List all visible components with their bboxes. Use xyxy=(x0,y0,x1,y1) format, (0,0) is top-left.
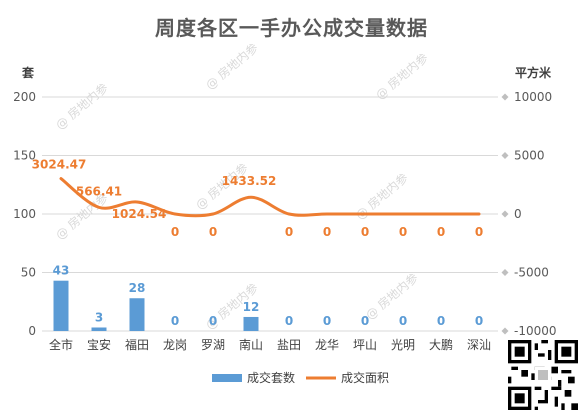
category-label: 坪山 xyxy=(353,338,377,352)
left-axis-tick-label: 150 xyxy=(13,149,36,163)
bar xyxy=(243,316,259,331)
watermark-text: @ 房地内参 xyxy=(52,80,111,133)
right-axis-tick-label: 0 xyxy=(514,207,522,221)
category-label: 宝安 xyxy=(87,337,111,352)
qr-code-icon xyxy=(508,340,578,410)
line-data-label: 0 xyxy=(437,225,445,239)
bar-data-label: 0 xyxy=(285,314,293,328)
line-data-label: 566.41 xyxy=(76,184,122,198)
category-label: 南山 xyxy=(239,337,263,352)
right-axis-tick-label: -5000 xyxy=(514,266,549,280)
right-axis-tick-label: 5000 xyxy=(514,149,545,163)
right-axis-unit: 平方米 xyxy=(515,65,552,80)
category-label: 光明 xyxy=(391,338,415,352)
category-label: 盐田 xyxy=(277,338,301,352)
line-data-label: 0 xyxy=(209,225,217,239)
bar-data-label: 28 xyxy=(129,281,146,295)
left-axis-tick-label: 50 xyxy=(21,266,36,280)
bar-data-label: 3 xyxy=(95,310,103,324)
bar xyxy=(91,327,107,331)
category-label: 龙岗 xyxy=(163,338,187,352)
bar xyxy=(53,280,69,331)
right-axis-tick-marker xyxy=(501,327,509,335)
left-axis-unit: 套 xyxy=(21,65,35,80)
bar xyxy=(129,298,145,331)
category-label: 深汕 xyxy=(467,338,491,352)
line-data-label: 0 xyxy=(361,225,369,239)
right-axis-tick-marker xyxy=(501,152,509,159)
right-axis-tick-marker xyxy=(501,269,509,276)
category-label: 福田 xyxy=(125,337,149,352)
line-data-label: 0 xyxy=(285,225,293,239)
line-data-label: 0 xyxy=(323,225,331,239)
category-label: 全市 xyxy=(49,337,73,352)
line-data-label: 1024.54 xyxy=(112,207,167,221)
right-axis-tick-label: 10000 xyxy=(514,90,552,104)
bar-data-label: 0 xyxy=(323,314,331,328)
bar-data-label: 0 xyxy=(475,314,483,328)
line-series-area xyxy=(59,177,481,218)
bar-data-label: 0 xyxy=(171,314,179,328)
watermark-text: @ 房地内参 xyxy=(202,40,261,93)
category-label: 大鹏 xyxy=(429,338,453,352)
right-axis-tick-marker xyxy=(501,210,509,218)
bar-data-label: 43 xyxy=(53,264,70,278)
legend-swatch-bar xyxy=(212,374,242,382)
category-label: 罗湖 xyxy=(201,337,225,352)
right-axis-tick-marker xyxy=(501,93,509,101)
line-data-label: 0 xyxy=(399,225,407,239)
right-axis-tick-label: -10000 xyxy=(514,324,557,338)
legend-label: 成交套数 xyxy=(247,370,295,385)
line-data-label: 0 xyxy=(475,225,483,239)
watermark-text: @ 房地内参 xyxy=(372,50,431,103)
left-axis-tick-label: 200 xyxy=(13,90,36,104)
left-axis-tick-label: 100 xyxy=(13,207,36,221)
bar-data-label: 0 xyxy=(209,314,217,328)
bar-data-label: 12 xyxy=(243,300,260,314)
legend-label: 成交面积 xyxy=(341,370,389,385)
left-axis-tick-label: 0 xyxy=(28,324,36,338)
line-data-label: 1433.52 xyxy=(222,174,277,188)
line-data-label: 0 xyxy=(171,225,179,239)
bar-data-label: 0 xyxy=(361,314,369,328)
bar-data-label: 0 xyxy=(399,314,407,328)
line-data-label: 3024.47 xyxy=(32,158,87,172)
bar-data-label: 0 xyxy=(437,314,445,328)
watermark-text: @ 房地内参 xyxy=(362,270,421,323)
category-label: 龙华 xyxy=(315,338,339,352)
chart-title: 周度各区一手办公成交量数据 xyxy=(155,16,428,40)
